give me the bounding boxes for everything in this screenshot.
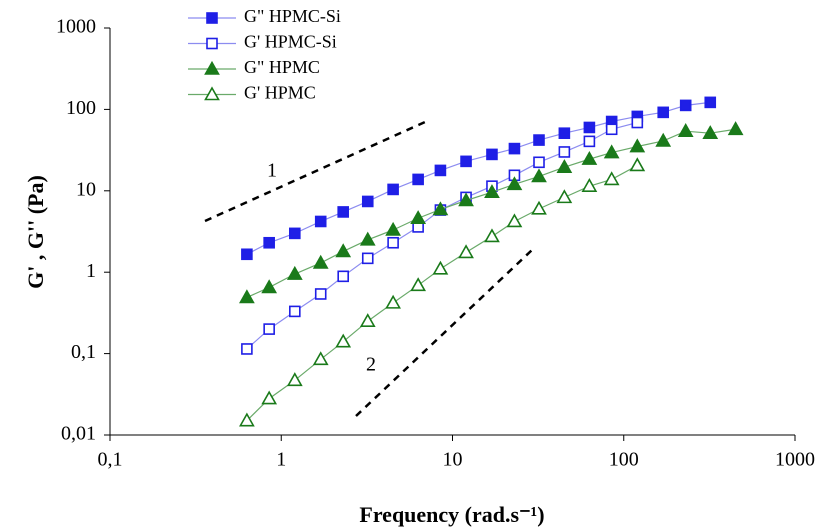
data-point (629, 157, 646, 172)
data-point (261, 279, 278, 294)
data-point (335, 333, 352, 348)
data-point (337, 206, 349, 218)
data-point (603, 171, 620, 186)
data-point (335, 243, 352, 258)
data-point (484, 184, 500, 199)
data-point (655, 132, 672, 147)
data-point (410, 210, 427, 225)
legend-label: G' HPMC-Si (244, 32, 337, 52)
data-point (412, 173, 424, 186)
data-point (583, 135, 596, 148)
data-point (603, 144, 620, 159)
data-point (581, 178, 598, 192)
legend-label: G" HPMC (244, 57, 320, 77)
data-point (631, 116, 644, 129)
data-point (558, 146, 571, 158)
series-line (246, 164, 638, 422)
data-point (486, 148, 498, 161)
data-point (581, 150, 598, 165)
data-point (361, 195, 374, 208)
data-point (727, 121, 744, 136)
data-point (583, 121, 596, 134)
data-point (263, 323, 275, 335)
y-tick-label: 100 (66, 97, 96, 119)
legend-label: G" HPMC-Si (244, 6, 341, 26)
data-point (312, 254, 329, 269)
data-point (359, 231, 376, 246)
data-point (361, 252, 374, 265)
data-point (239, 412, 255, 427)
data-point (531, 168, 547, 183)
data-point (702, 125, 719, 140)
slope-guide (204, 120, 426, 223)
data-point (657, 106, 670, 119)
data-point (314, 215, 327, 228)
x-tick-label: 1 (276, 449, 286, 471)
data-point (286, 265, 303, 280)
data-point (312, 351, 329, 366)
legend-marker (206, 37, 218, 50)
data-point (704, 96, 717, 109)
x-axis-title: Frequency (rad.s⁻¹) (359, 502, 544, 527)
data-point (410, 277, 427, 292)
data-point (434, 164, 447, 177)
series-line (246, 121, 638, 350)
y-tick-label: 1000 (56, 16, 96, 38)
annotation: 2 (366, 354, 376, 376)
data-point (241, 343, 253, 355)
legend-marker (206, 12, 218, 24)
data-point (508, 142, 521, 155)
data-point (387, 183, 399, 196)
data-point (605, 123, 618, 136)
y-tick-label: 1 (86, 260, 96, 282)
data-point (314, 288, 327, 300)
data-point (289, 305, 301, 318)
data-point (460, 155, 472, 168)
y-tick-label: 10 (76, 178, 96, 200)
slope-guide (355, 249, 533, 417)
y-tick-label: 0,01 (61, 423, 96, 445)
x-tick-label: 1000 (775, 449, 815, 471)
data-point (387, 236, 399, 249)
data-point (286, 372, 303, 387)
data-point (289, 227, 301, 240)
x-tick-label: 0,1 (98, 449, 123, 471)
data-point (629, 138, 646, 153)
y-tick-label: 0,1 (71, 341, 96, 363)
data-point (385, 221, 401, 236)
legend-marker (204, 86, 220, 101)
data-point (263, 236, 275, 249)
data-point (556, 159, 573, 173)
x-tick-label: 10 (443, 449, 463, 471)
annotation: 1 (267, 160, 277, 182)
data-point (432, 201, 449, 216)
data-point (458, 192, 474, 207)
data-point (506, 176, 523, 191)
data-point (506, 213, 523, 228)
data-point (677, 123, 694, 137)
y-axis-title: G' , G'' (Pa) (23, 175, 48, 289)
data-point (241, 248, 253, 261)
data-point (556, 189, 573, 204)
data-point (385, 294, 401, 309)
data-point (337, 270, 349, 283)
x-tick-label: 100 (609, 449, 639, 471)
data-point (458, 244, 474, 259)
data-point (239, 289, 255, 304)
data-point (531, 200, 547, 215)
data-point (533, 134, 545, 146)
legend-marker (204, 60, 220, 75)
data-point (679, 99, 692, 112)
data-point (484, 228, 500, 243)
legend-label: G' HPMC (244, 83, 316, 103)
data-point (558, 127, 571, 140)
data-point (533, 156, 545, 169)
data-point (432, 260, 449, 275)
data-point (261, 390, 278, 405)
data-point (359, 313, 376, 328)
